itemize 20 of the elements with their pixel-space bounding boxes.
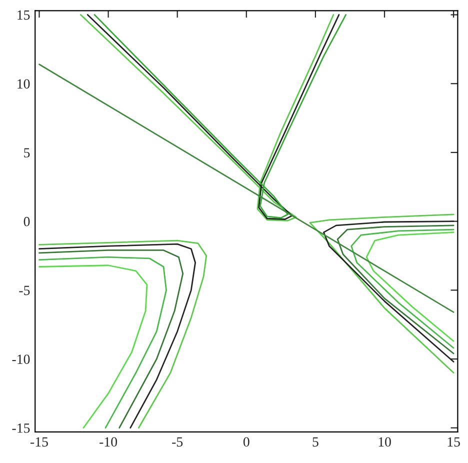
y-tick-label: -15 — [12, 424, 30, 433]
y-tick-label: 15 — [18, 10, 30, 20]
line-series — [366, 232, 454, 342]
y-tick-label: 0 — [24, 216, 30, 226]
line-series — [336, 224, 454, 354]
x-tick-label: 5 — [312, 437, 318, 447]
y-tick-label: 10 — [18, 79, 30, 89]
line-series — [38, 264, 148, 429]
y-tick-label: -10 — [12, 354, 30, 364]
x-tick-label: 0 — [243, 437, 250, 447]
x-tick-label: -10 — [100, 437, 118, 447]
x-tick-label: -15 — [30, 437, 48, 447]
y-tick-label: -5 — [19, 286, 30, 296]
x-tick-label: 10 — [378, 437, 391, 447]
line-series — [323, 220, 454, 362]
y-tick-label: 5 — [24, 148, 30, 158]
x-tick-label: 15 — [448, 437, 460, 447]
line-series — [350, 228, 454, 349]
line-series — [309, 214, 454, 374]
x-tick-label: -5 — [172, 437, 183, 447]
